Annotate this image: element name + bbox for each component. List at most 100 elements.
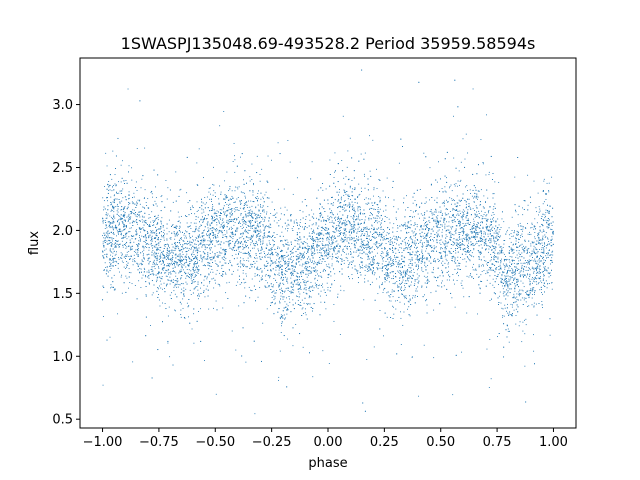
data-point <box>345 234 347 236</box>
data-point <box>323 219 325 221</box>
data-point <box>148 277 150 279</box>
data-point <box>248 212 250 214</box>
data-point <box>126 216 128 218</box>
data-point <box>524 250 526 252</box>
data-point <box>287 247 289 249</box>
data-point <box>363 227 365 229</box>
data-point <box>328 219 330 220</box>
data-point <box>286 225 288 227</box>
data-point <box>533 248 535 250</box>
data-point <box>213 307 214 309</box>
data-point <box>385 209 387 211</box>
data-point <box>278 264 280 266</box>
data-point <box>473 223 475 224</box>
data-point <box>443 220 445 221</box>
data-point <box>521 264 523 266</box>
data-point <box>268 250 270 252</box>
data-point <box>360 235 362 237</box>
data-point <box>533 306 535 308</box>
data-point <box>543 273 545 275</box>
data-point <box>497 232 499 234</box>
data-point <box>128 271 130 273</box>
data-point <box>326 237 328 239</box>
data-point <box>545 255 547 257</box>
data-point <box>293 266 295 268</box>
data-point <box>297 281 299 283</box>
data-point <box>275 254 277 256</box>
data-point <box>541 223 542 225</box>
data-point <box>326 249 328 251</box>
data-point <box>460 161 462 163</box>
data-point <box>371 257 373 258</box>
data-point <box>478 257 480 259</box>
data-point <box>270 227 272 228</box>
data-point <box>382 260 384 262</box>
data-point <box>147 207 149 209</box>
data-point <box>545 222 547 224</box>
data-point <box>457 245 458 247</box>
data-point <box>459 245 461 246</box>
data-point <box>518 299 519 301</box>
data-point <box>515 237 516 239</box>
data-point <box>361 264 363 266</box>
data-point <box>345 257 347 259</box>
data-point <box>498 224 500 226</box>
data-point <box>182 290 184 292</box>
data-point <box>171 225 173 226</box>
data-point <box>505 283 507 284</box>
data-point <box>249 211 251 213</box>
data-point <box>110 260 112 262</box>
data-point <box>194 287 196 289</box>
data-point <box>178 220 180 222</box>
data-point <box>457 202 459 204</box>
data-point <box>443 217 445 219</box>
data-point <box>246 275 247 277</box>
data-point <box>486 270 488 272</box>
data-point <box>216 213 218 215</box>
data-point <box>203 218 205 220</box>
data-point <box>454 242 456 244</box>
data-point <box>532 289 534 291</box>
data-point <box>136 203 138 205</box>
data-point <box>515 240 517 242</box>
data-point <box>373 227 375 229</box>
data-point <box>487 272 489 274</box>
data-point <box>501 252 503 253</box>
data-point <box>390 257 392 259</box>
data-point <box>424 261 426 263</box>
data-point <box>493 220 495 222</box>
data-point <box>425 201 427 203</box>
data-point <box>127 208 128 210</box>
data-point <box>210 265 212 267</box>
data-point <box>524 274 525 276</box>
data-point <box>497 240 498 242</box>
data-point <box>234 190 236 192</box>
data-point <box>228 207 230 208</box>
data-point <box>480 221 482 223</box>
data-point <box>450 203 452 205</box>
data-point <box>533 287 535 289</box>
data-point <box>220 213 221 214</box>
data-point <box>197 216 199 218</box>
data-point <box>487 235 489 237</box>
data-point <box>310 237 312 239</box>
data-point <box>394 248 396 250</box>
data-point <box>423 344 425 346</box>
data-point <box>505 256 506 257</box>
data-point <box>531 223 533 225</box>
data-point <box>299 232 301 234</box>
data-point <box>264 232 266 234</box>
data-point <box>243 226 244 228</box>
data-point <box>305 261 307 263</box>
data-point <box>528 261 529 263</box>
data-point <box>378 243 380 244</box>
data-point <box>353 256 355 258</box>
data-point <box>504 268 506 270</box>
data-point <box>123 208 125 210</box>
data-point <box>120 164 122 166</box>
data-point <box>271 260 273 262</box>
data-point <box>436 240 438 242</box>
data-point <box>263 221 265 222</box>
data-point <box>370 261 371 263</box>
data-point <box>368 252 370 253</box>
